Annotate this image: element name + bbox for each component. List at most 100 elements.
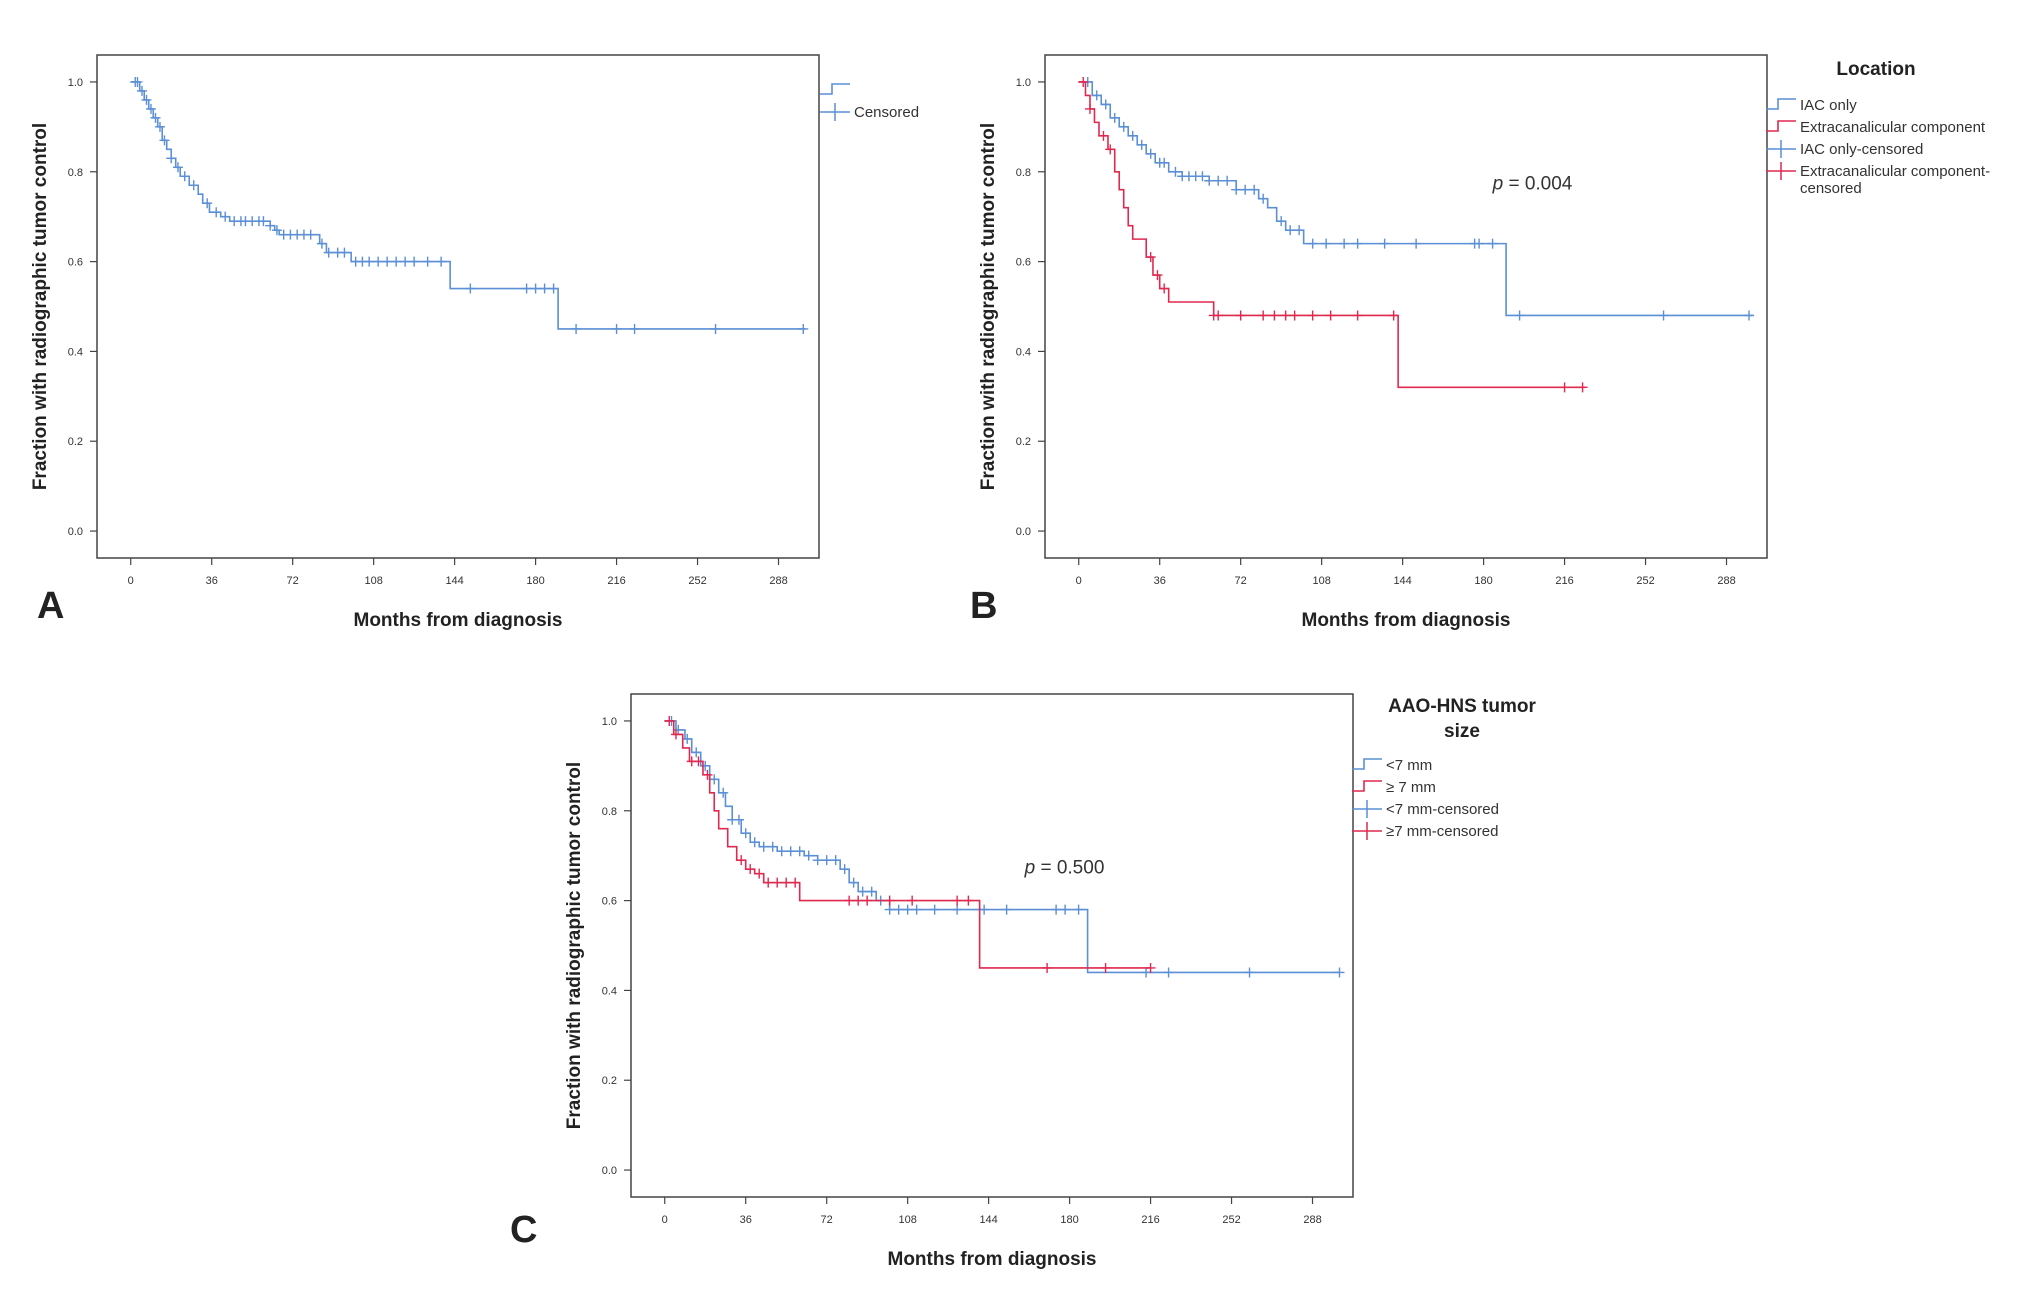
y-tick-label: 0.4	[602, 985, 617, 997]
censor-mark	[1321, 238, 1332, 249]
p-value-text: = 0.004	[1503, 174, 1573, 195]
censor-mark	[271, 225, 282, 236]
legend-swatch-plus	[820, 103, 850, 121]
x-tick-label: 72	[821, 1214, 833, 1226]
censor-mark	[763, 877, 774, 888]
censor-mark	[893, 904, 904, 915]
censor-mark	[785, 846, 796, 857]
x-tick-label: 72	[1235, 575, 1247, 587]
legend-title: AAO-HNS tumor	[1388, 696, 1536, 717]
censor-mark	[862, 895, 873, 906]
censor-mark	[1073, 904, 1084, 915]
censor-mark	[1258, 310, 1269, 321]
censor-mark	[1060, 904, 1071, 915]
censor-mark	[884, 904, 895, 915]
survival-curve	[1078, 81, 1585, 389]
plot-frame	[630, 693, 1354, 1198]
legend-swatch-line	[1352, 758, 1382, 770]
censor-mark	[1118, 121, 1129, 132]
censor-mark	[830, 855, 841, 866]
censor-mark	[1127, 130, 1138, 141]
censor-mark	[745, 864, 756, 875]
censor-mark	[220, 211, 231, 222]
x-tick-label: 36	[206, 575, 218, 587]
censor-mark	[465, 283, 476, 294]
censor-mark	[166, 153, 177, 164]
legend-label: ≥ 7 mm	[1386, 779, 1436, 796]
censor-mark	[571, 323, 582, 334]
censor-mark	[400, 256, 411, 267]
censor-mark	[1152, 270, 1163, 281]
censor-mark	[691, 747, 702, 758]
censor-mark	[758, 841, 769, 852]
y-tick-label: 0.2	[1016, 436, 1031, 448]
censor-mark	[1658, 310, 1669, 321]
x-tick-label: 288	[1303, 1214, 1321, 1226]
y-tick-label: 0.8	[1016, 167, 1031, 179]
censor-mark	[718, 787, 729, 798]
censor-mark	[1078, 76, 1089, 87]
censor-mark	[1145, 252, 1156, 263]
x-tick-label: 36	[1154, 575, 1166, 587]
legend-label: <7 mm-censored	[1386, 801, 1499, 818]
censor-mark	[1388, 310, 1399, 321]
censor-mark	[700, 760, 711, 771]
censor-mark	[141, 94, 152, 105]
p-value: p = 0.500	[1024, 858, 1105, 879]
censor-mark	[629, 323, 640, 334]
censor-mark	[521, 283, 532, 294]
legend-swatch-line	[820, 83, 850, 95]
censor-mark	[664, 715, 675, 726]
x-tick-label: 252	[688, 575, 706, 587]
censor-mark	[857, 886, 868, 897]
x-tick-label: 180	[1474, 575, 1492, 587]
legend: Location IAC only Extracanalicular compone…	[1766, 59, 1990, 197]
legend-label: <7 mm	[1386, 757, 1432, 774]
x-tick-label: 216	[1555, 575, 1573, 587]
x-tick-label: 288	[1717, 575, 1735, 587]
y-tick-label: 0.4	[68, 346, 83, 358]
censor-mark	[1744, 310, 1755, 321]
censor-mark	[1235, 310, 1246, 321]
censor-mark	[754, 868, 765, 879]
censor-mark	[1163, 967, 1174, 978]
censor-mark	[790, 877, 801, 888]
censor-mark	[1100, 962, 1111, 973]
censor-mark	[1197, 171, 1208, 182]
x-tick-label: 288	[769, 575, 787, 587]
censor-mark	[736, 855, 747, 866]
plot-frame	[1044, 54, 1768, 559]
censor-mark	[1249, 184, 1260, 195]
censor-mark	[1222, 175, 1233, 186]
legend: AAO-HNS tumor size <7 mm ≥ 7 mm <7 mm-censor…	[1352, 696, 1536, 840]
legend-swatch-plus	[1766, 162, 1796, 180]
censor-mark	[952, 904, 963, 915]
censor-mark	[772, 877, 783, 888]
panel-letter: A	[37, 585, 64, 627]
censor-mark	[902, 904, 913, 915]
censor-mark	[733, 814, 744, 825]
censor-mark	[1352, 238, 1363, 249]
censor-mark	[1276, 216, 1287, 227]
y-tick-label: 0.6	[68, 257, 83, 269]
censor-mark	[1258, 193, 1269, 204]
censor-mark	[839, 864, 850, 875]
censor-mark	[1289, 310, 1300, 321]
censor-mark	[150, 112, 161, 123]
survival-curve	[1078, 81, 1754, 317]
censor-mark	[929, 904, 940, 915]
plot-frame	[96, 54, 820, 559]
censor-mark	[1105, 144, 1116, 155]
y-tick-label: 1.0	[1016, 77, 1031, 89]
censor-mark	[1100, 99, 1111, 110]
censor-mark	[1091, 90, 1102, 101]
censor-mark	[749, 837, 760, 848]
censor-mark	[963, 895, 974, 906]
legend-swatch-line	[1766, 98, 1796, 110]
censor-mark	[812, 855, 823, 866]
censor-mark	[323, 247, 334, 258]
censor-mark	[1487, 238, 1498, 249]
censor-mark	[781, 877, 792, 888]
censor-mark	[794, 846, 805, 857]
